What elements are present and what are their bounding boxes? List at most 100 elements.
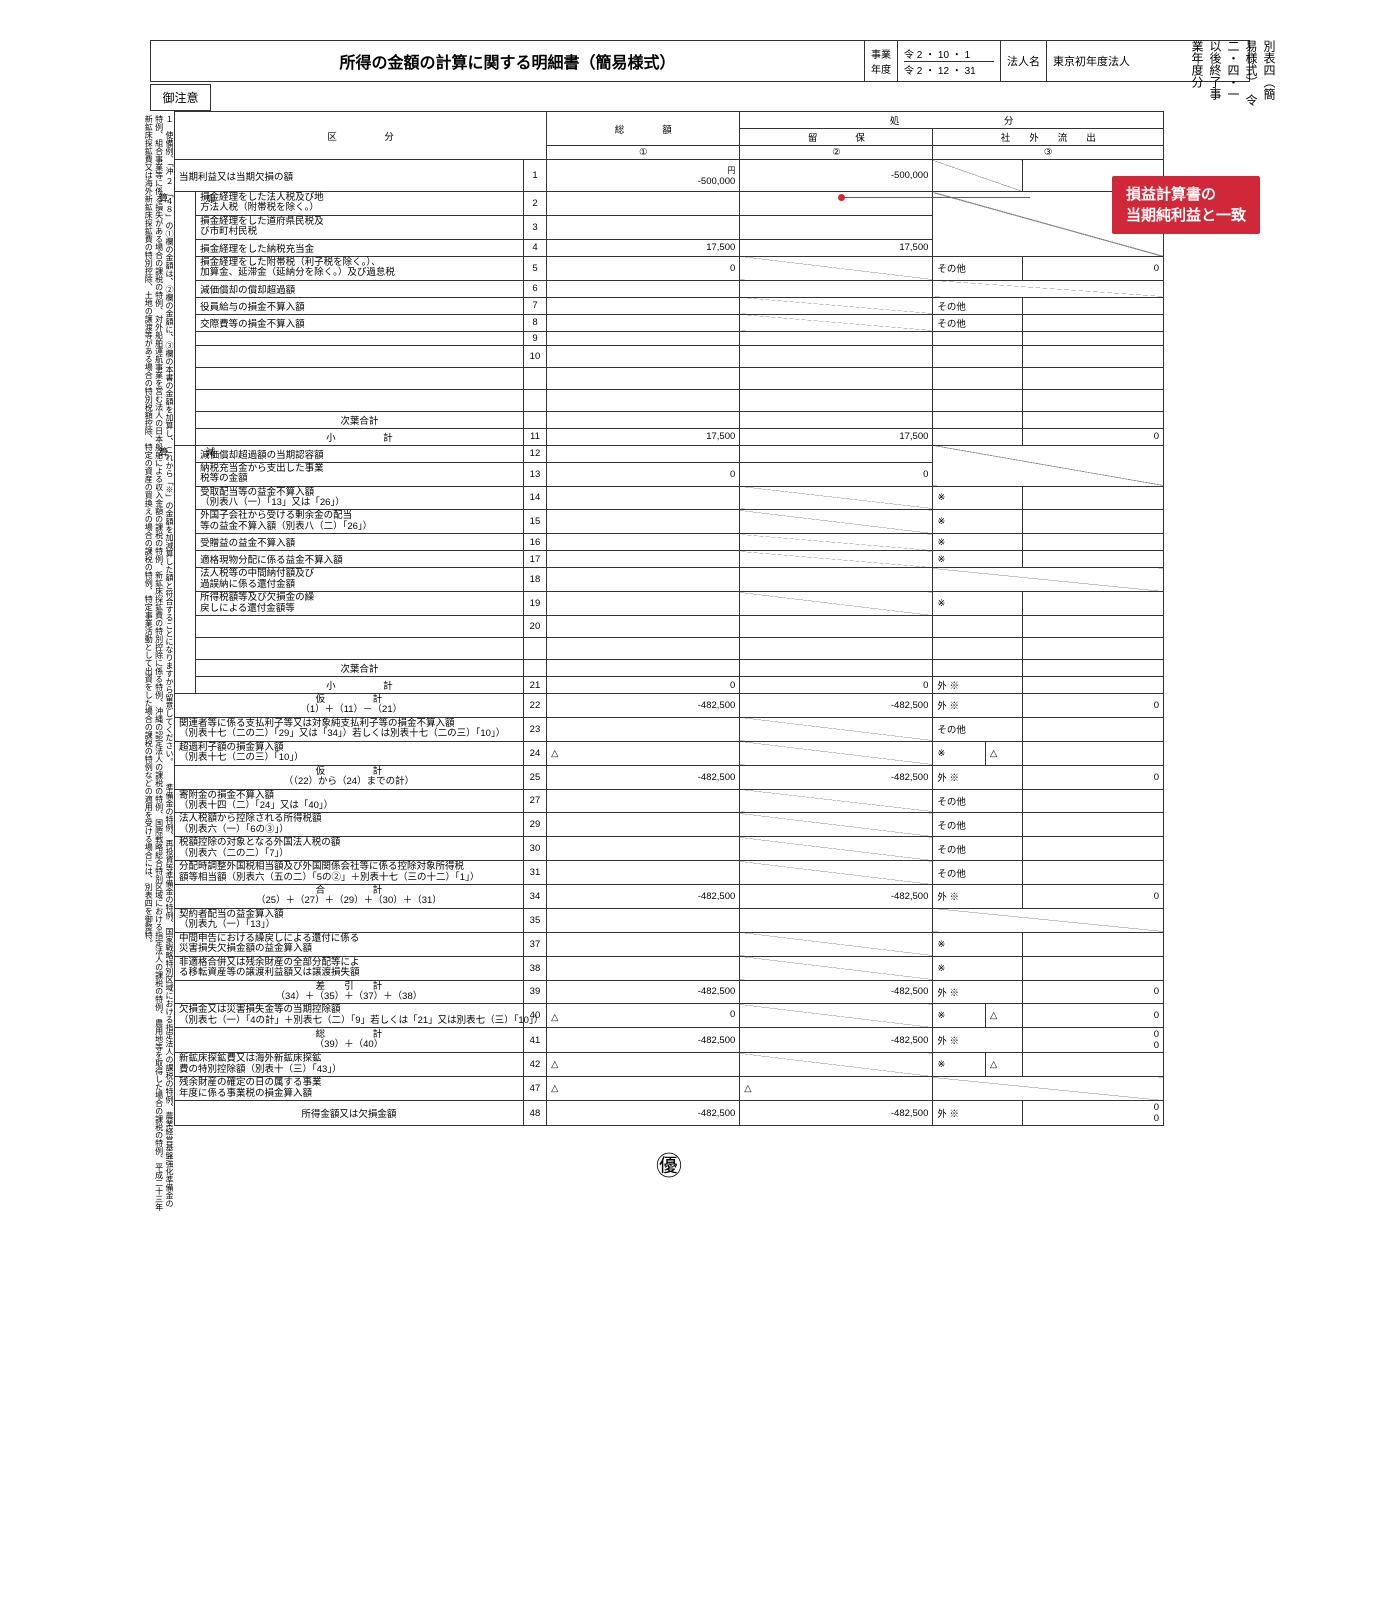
- r41-a2: -482,500: [740, 1028, 933, 1053]
- r4-label: 損金経理をした納税充当金: [196, 239, 524, 256]
- r6-n: 6: [523, 280, 546, 297]
- notice-body: １ 使備例、「沖 ２ 「４８」の①欄の金額は、②欄の金額に、③欄の本書の金額を加…: [150, 111, 174, 1215]
- r35-n: 35: [523, 908, 546, 932]
- right-side-tab: 別表四（簡易様式） 令二・四・一以後終了事業年度分: [1188, 40, 1278, 111]
- r6-label: 減価償却の償却超過額: [196, 280, 524, 297]
- r40-tri3: △: [986, 1004, 1023, 1028]
- r27-diag: [740, 789, 933, 813]
- r40-diag: [740, 1004, 933, 1028]
- r18-label: 法人税等の中間納付額及び 過誤納に係る還付金額: [196, 568, 524, 592]
- r9-n: 9: [523, 331, 546, 345]
- th-shagai: 社 外 流 出: [933, 129, 1164, 146]
- fy-dates: 令 2 ・ 10 ・ 1 令 2 ・ 12 ・ 31: [897, 41, 1000, 81]
- callout-dot: [838, 194, 845, 201]
- r8-diag: [740, 314, 933, 331]
- r30-label: 税額控除の対象となる外国法人税の額 （別表六（二の二）「7」）: [175, 837, 524, 861]
- r23-soto: その他: [933, 717, 1023, 741]
- r8-n: 8: [523, 314, 546, 331]
- r40-label: 欠損金又は災害損失金等の当期控除額 （別表七（一）「4の計」＋別表七（二）「9」…: [175, 1004, 524, 1028]
- r4-a1: 17,500: [547, 239, 740, 256]
- r15-label: 外国子会社から受ける剰余金の配当 等の益金不算入額（別表八（二）「26」）: [196, 510, 524, 534]
- r11-a1: 17,500: [547, 428, 740, 445]
- r29-label: 法人税額から控除される所得税額 （別表六（一）「6の③」）: [175, 813, 524, 837]
- r22-a2: -482,500: [740, 694, 933, 718]
- r42-diag: [740, 1053, 933, 1077]
- r10-label: [196, 345, 524, 367]
- r14-label: 受取配当等の益金不算入額 （別表八（一）「13」又は「26」）: [196, 486, 524, 510]
- r9-label: [196, 331, 524, 345]
- r4-n: 4: [523, 239, 546, 256]
- r47-diag: [933, 1077, 1164, 1101]
- r5-n: 5: [523, 256, 546, 280]
- main-table: 区 分 総 額 処 分 留 保 社 外 流 出 ① ② ③ 当期利益又は当期欠損…: [174, 111, 1164, 1126]
- row-1-num: 1: [523, 160, 546, 192]
- side-ka: 加 算: [175, 192, 196, 446]
- r39-soto: 外 ※: [933, 980, 1023, 1004]
- r30-n: 30: [523, 837, 546, 861]
- r20-n: 20: [523, 616, 546, 638]
- r18-n: 18: [523, 568, 546, 592]
- r38-soto: ※: [933, 956, 1023, 980]
- r23-n: 23: [523, 717, 546, 741]
- r15-n: 15: [523, 510, 546, 534]
- r7-n: 7: [523, 297, 546, 314]
- r7-soto: その他: [933, 297, 1023, 314]
- r17-diag: [740, 551, 933, 568]
- side-gen: 減 算: [175, 445, 196, 693]
- r3-n: 3: [523, 215, 546, 239]
- r47-tri1: △: [547, 1077, 740, 1101]
- r38-label: 非適格合併又は残余財産の全部分配等によ る移転資産等の譲渡利益額又は譲渡損失額: [175, 956, 524, 980]
- r37-diag: [740, 932, 933, 956]
- r34-n: 34: [523, 885, 546, 909]
- r34-label: 合 計 （25）＋（27）＋（29）＋（30）＋（31）: [175, 885, 524, 909]
- r12-n: 12: [523, 445, 546, 462]
- r30-diag: [740, 837, 933, 861]
- r48-soto: 外 ※: [933, 1101, 1023, 1126]
- form-title: 所得の金額の計算に関する明細書（簡易様式）: [151, 41, 864, 81]
- r22-label: 仮 計 （1）＋（11）－（21）: [175, 694, 524, 718]
- r25-z: 0: [1023, 765, 1164, 789]
- r39-z: 0: [1023, 980, 1164, 1004]
- r5-label: 損金経理をした附帯税（利子税を除く。）、 加算金、延滞金（延納分を除く。）及び過…: [196, 256, 524, 280]
- r12-diag: [933, 445, 1164, 486]
- r42-label: 新鉱床探鉱費又は海外新鉱床探鉱 費の特別控除額（別表十（三）「43」）: [175, 1053, 524, 1077]
- r41-z: 0 0: [1023, 1028, 1164, 1053]
- r39-a1: -482,500: [547, 980, 740, 1004]
- r48-n: 48: [523, 1101, 546, 1126]
- r22-soto: 外 ※: [933, 694, 1023, 718]
- r19-diag: [740, 592, 933, 616]
- r13-n: 13: [523, 462, 546, 486]
- r27-soto: その他: [933, 789, 1023, 813]
- r7-label: 役員給与の損金不算入額: [196, 297, 524, 314]
- r34-soto: 外 ※: [933, 885, 1023, 909]
- r47-label: 残余財産の確定の日の属する事業 年度に係る事業税の損金算入額: [175, 1077, 524, 1101]
- r3-label: 損金経理をした道府県民税及 び市町村民税: [196, 215, 524, 239]
- r22-a1: -482,500: [547, 694, 740, 718]
- r25-soto: 外 ※: [933, 765, 1023, 789]
- r40-soto: ※: [933, 1004, 986, 1028]
- r13-a2: 0: [740, 462, 933, 486]
- r29-soto: その他: [933, 813, 1023, 837]
- r42-n: 42: [523, 1053, 546, 1077]
- r21-n: 21: [523, 677, 546, 694]
- th-ryuho: 留 保: [740, 129, 933, 146]
- r17-n: 17: [523, 551, 546, 568]
- r27-label: 寄附金の損金不算入額 （別表十四（二）「24」又は「40」）: [175, 789, 524, 813]
- r39-label: 差 引 計 （34）＋（35）＋（37）＋（38）: [175, 980, 524, 1004]
- r41-label: 総 計 （39）＋（40）: [175, 1028, 524, 1053]
- row-1-diag: [933, 160, 1023, 192]
- r22-n: 22: [523, 694, 546, 718]
- header-row: 所得の金額の計算に関する明細書（簡易様式） 事業 年度 令 2 ・ 10 ・ 1…: [150, 40, 1250, 82]
- r34-z: 0: [1023, 885, 1164, 909]
- r13-label: 納税充当金から支出した事業 税等の金額: [196, 462, 524, 486]
- r30-soto: その他: [933, 837, 1023, 861]
- r48-a1: -482,500: [547, 1101, 740, 1126]
- r29-n: 29: [523, 813, 546, 837]
- r24-diag: [740, 741, 933, 765]
- r29-diag: [740, 813, 933, 837]
- r48-label: 所得金額又は欠損金額: [175, 1101, 524, 1126]
- r11-n: 11: [523, 428, 546, 445]
- r15-diag: [740, 510, 933, 534]
- r23-diag: [740, 717, 933, 741]
- r13-a1: 0: [547, 462, 740, 486]
